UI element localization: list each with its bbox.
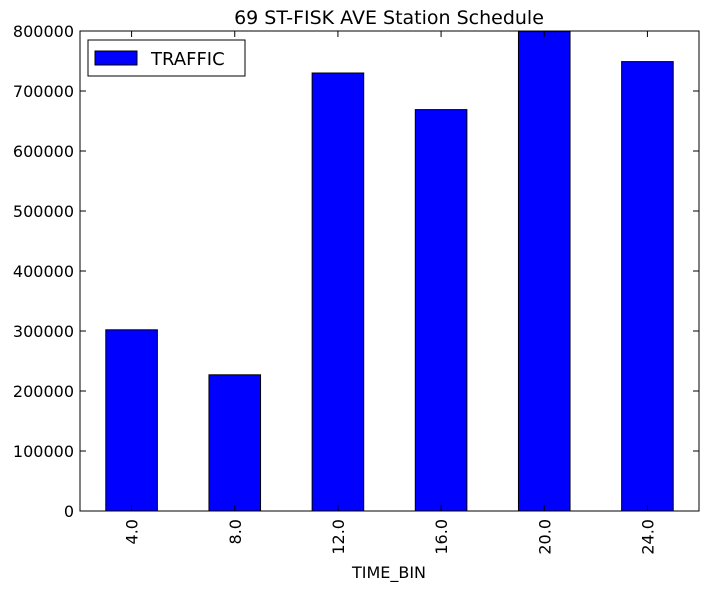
plot-frame [79,30,700,512]
y-tick-label: 300000 [13,322,74,341]
legend: TRAFFIC [87,39,246,77]
chart-title: 69 ST-FISK AVE Station Schedule [234,7,544,29]
y-tick-label: 800000 [13,22,74,41]
y-tick-label: 700000 [13,82,74,101]
bar-8.0 [208,374,262,512]
x-tick-label: 24.0 [638,519,657,555]
x-tick-label: 8.0 [226,519,245,544]
bar-group [105,31,674,512]
x-tick-label: 4.0 [123,519,142,544]
x-axis-ticks: 4.0 8.0 12.0 16.0 20.0 24.0 [123,31,657,555]
bar-20.0 [517,31,571,512]
x-tick-label: 12.0 [329,519,348,555]
y-tick-label: 600000 [13,142,74,161]
x-axis-label: TIME_BIN [351,563,426,583]
x-tick-label: 20.0 [535,519,554,555]
legend-swatch [94,50,138,66]
x-tick-label: 16.0 [432,519,451,555]
bar-24.0 [621,61,674,512]
y-tick-label: 500000 [13,202,74,221]
bar-16.0 [414,109,468,512]
legend-label: TRAFFIC [150,49,225,70]
bar-12.0 [311,72,365,512]
y-axis-ticks: 0 100000 200000 300000 400000 500000 600000 700… [13,22,699,521]
y-tick-label: 200000 [13,382,74,401]
y-tick-label: 100000 [13,442,74,461]
bar-4.0 [105,329,158,512]
y-tick-label: 400000 [13,262,74,281]
legend-box [87,39,246,77]
y-tick-label: 0 [64,502,74,521]
